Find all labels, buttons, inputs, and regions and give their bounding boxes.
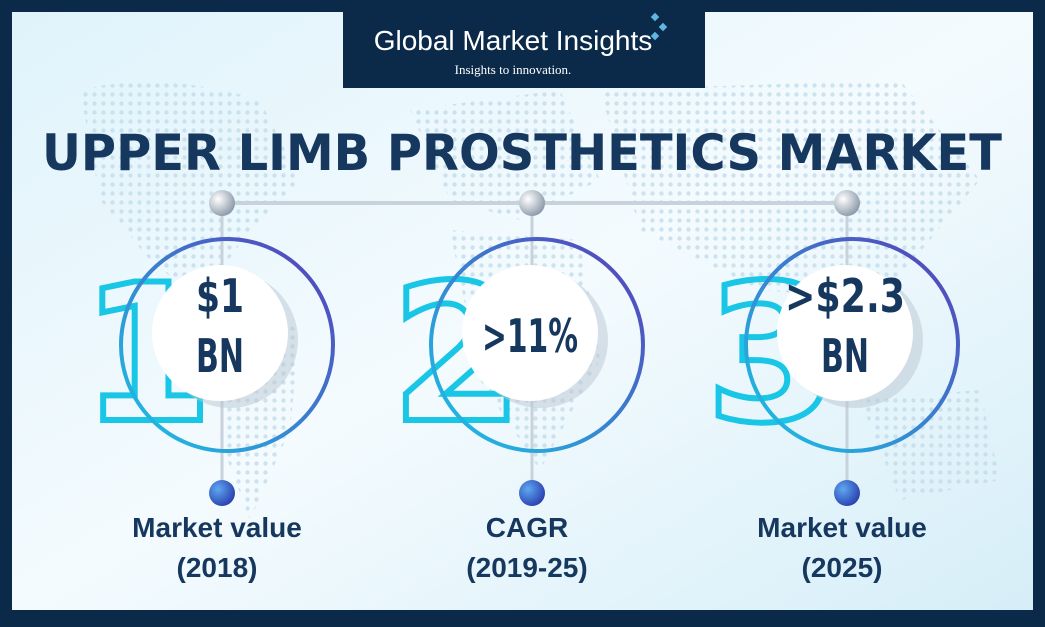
logo-box <box>343 0 705 88</box>
stat-value: $1 <box>196 269 244 323</box>
pin <box>209 190 235 216</box>
bullet <box>519 480 545 506</box>
ring <box>429 237 645 453</box>
tagline: Insights to innovation. <box>455 62 572 77</box>
stat-value: BN <box>821 329 869 383</box>
brand: Global Market Insights <box>374 25 653 56</box>
value-circle <box>777 265 913 401</box>
stat-label: (2025) <box>802 552 883 583</box>
stat-label: Market value <box>132 512 302 543</box>
stat-label: CAGR <box>486 512 568 543</box>
ring <box>744 237 960 453</box>
stat-label: Market value <box>757 512 927 543</box>
stat-label: (2018) <box>177 552 258 583</box>
stat-value: >$2.3 <box>785 269 905 323</box>
stat-value: BN <box>196 329 244 383</box>
title: UPPER LIMB PROSTHETICS MARKET <box>42 124 1002 182</box>
bullet <box>209 480 235 506</box>
bullet <box>834 480 860 506</box>
stat-label: (2019-25) <box>466 552 587 583</box>
ring <box>119 237 335 453</box>
pin <box>519 190 545 216</box>
value-circle <box>152 265 288 401</box>
pin <box>834 190 860 216</box>
stat-value: >11% <box>482 309 578 363</box>
value-circle <box>462 265 598 401</box>
